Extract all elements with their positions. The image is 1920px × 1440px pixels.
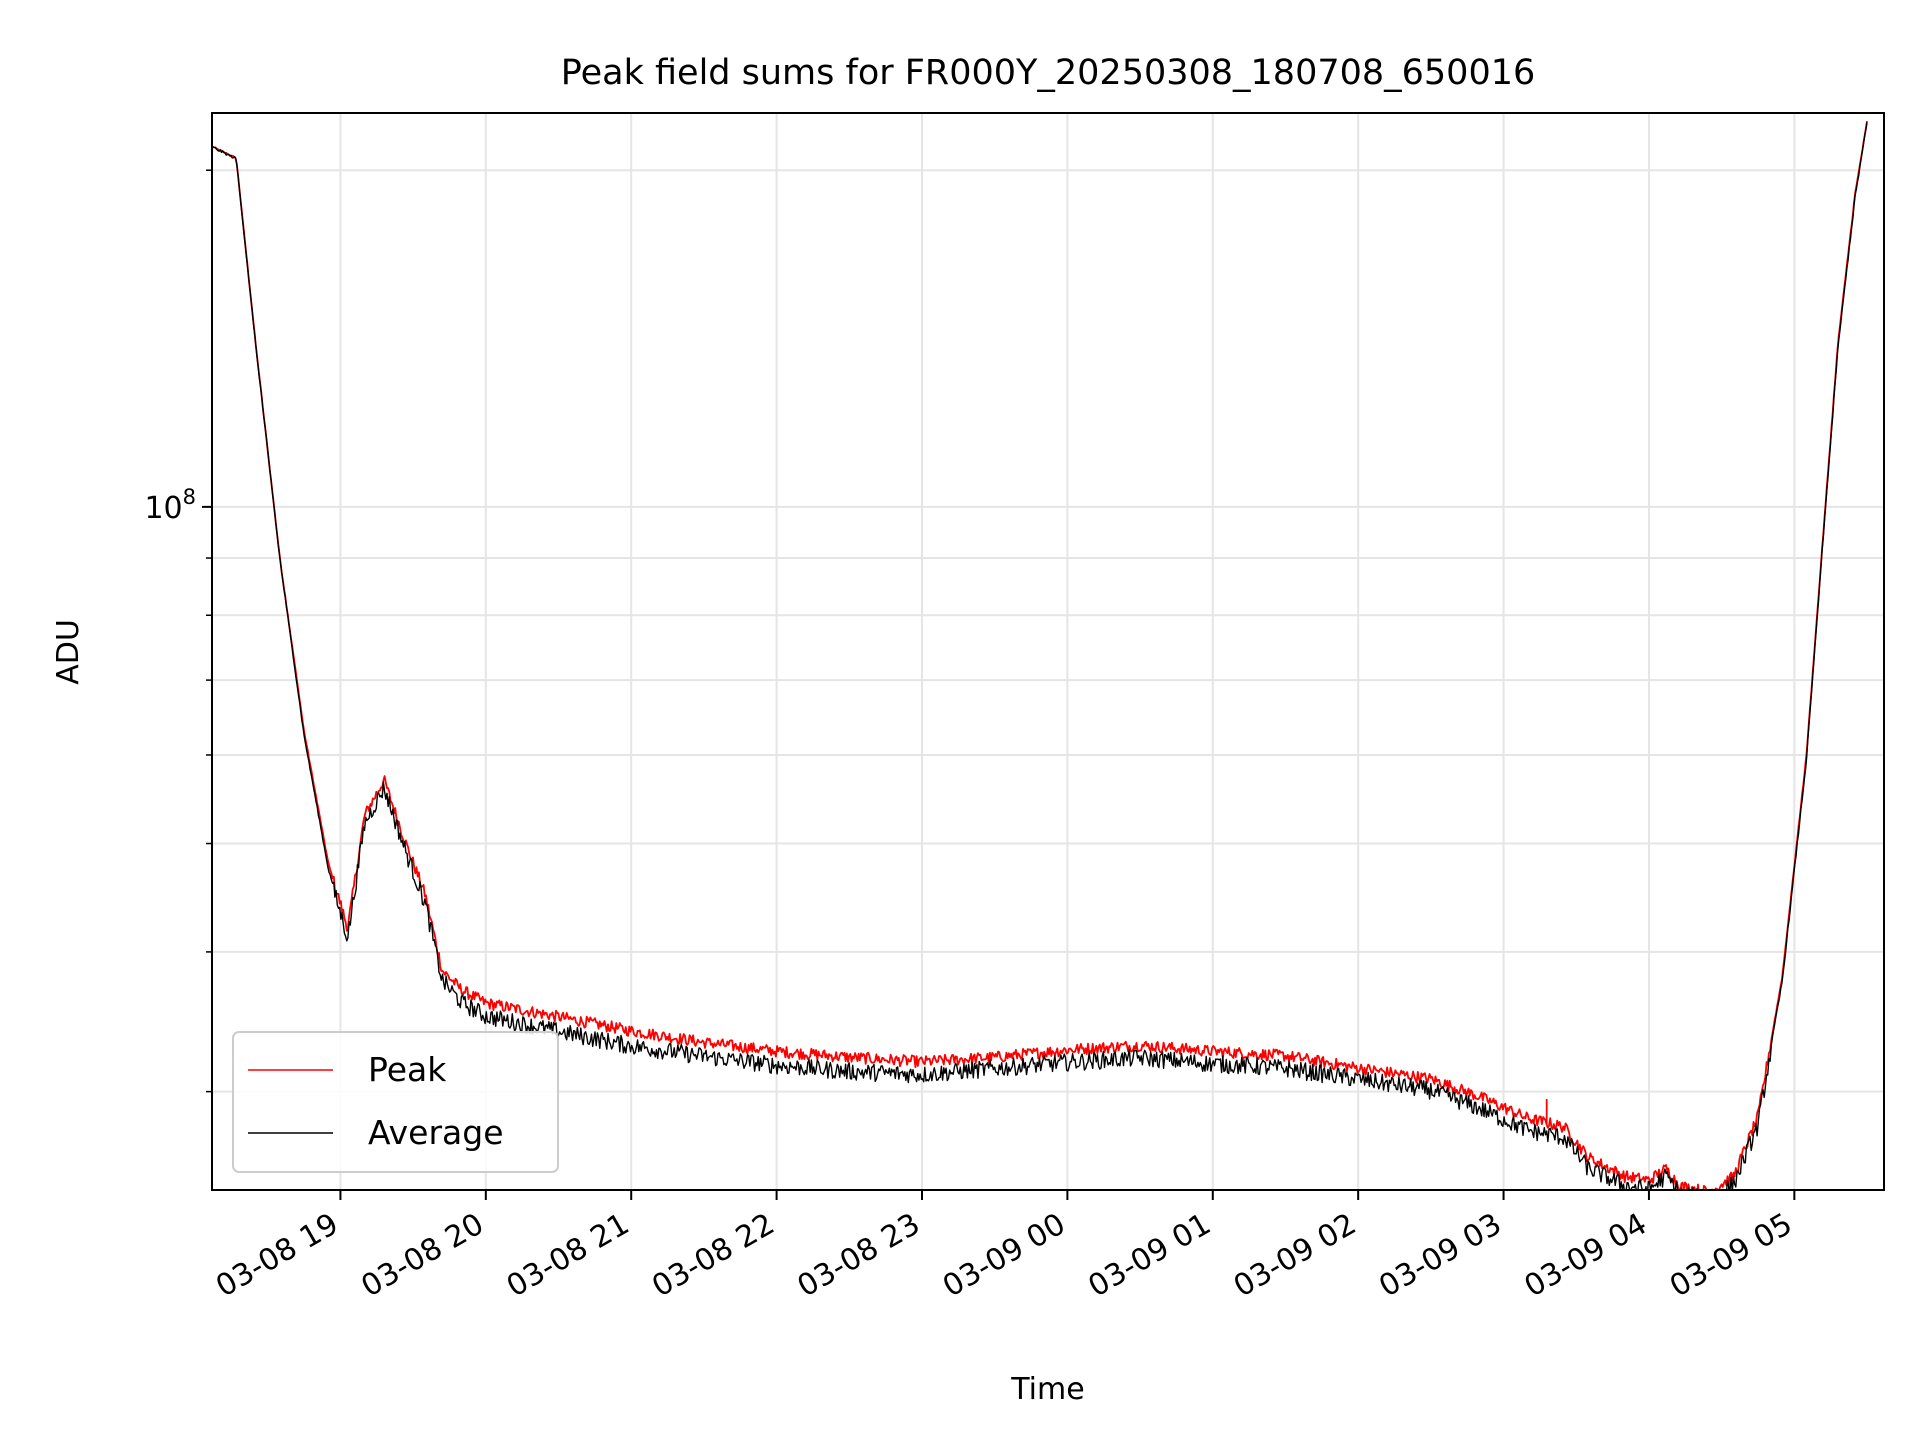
legend-label-peak: Peak xyxy=(368,1050,447,1089)
y-axis: 108 xyxy=(144,169,212,1093)
plot-frame xyxy=(211,112,1885,1191)
legend-label-average: Average xyxy=(368,1113,504,1152)
legend-box xyxy=(232,1031,559,1173)
x-axis-label: Time xyxy=(1010,1372,1084,1407)
chart-title: Peak field sums for FR000Y_20250308_1807… xyxy=(561,53,1536,93)
y-tick-label: 108 xyxy=(144,485,196,526)
series-line-peak xyxy=(212,120,1868,1190)
series-layer xyxy=(212,120,1868,1190)
grid xyxy=(212,113,1884,1190)
y-axis-label: ADU xyxy=(51,619,86,685)
legend: Peak Average xyxy=(232,1031,559,1173)
series-line-average xyxy=(212,122,1868,1190)
